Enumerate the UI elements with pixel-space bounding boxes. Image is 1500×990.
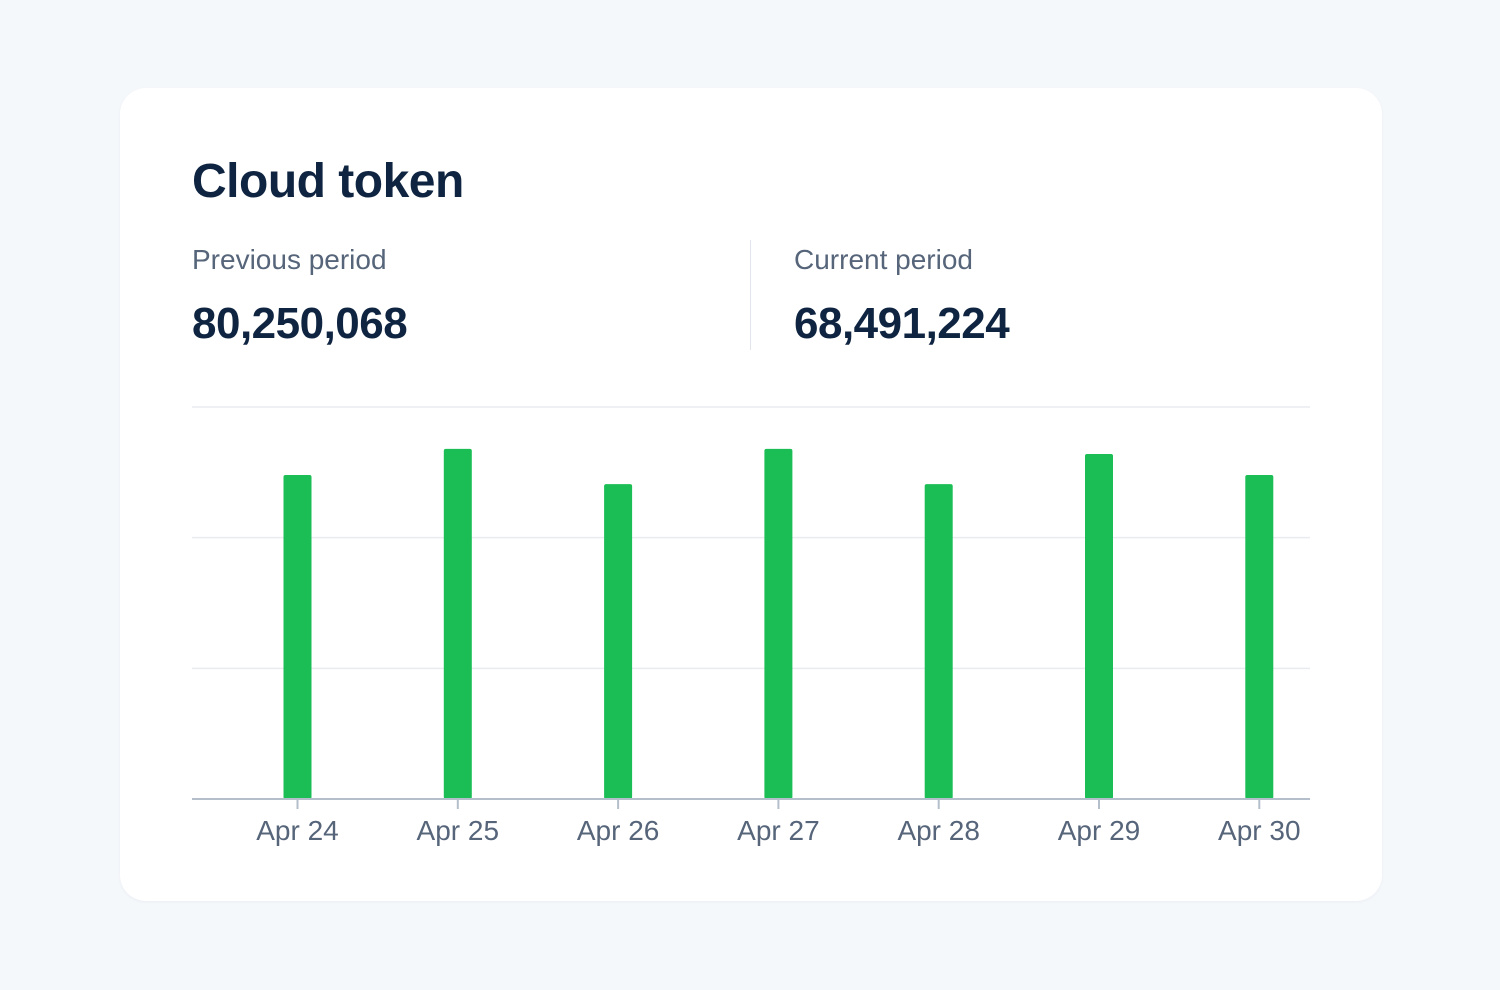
token-bar-chart: Apr 24 Apr 25 Apr 26 Apr 27 Apr 28 Apr 29 Apr …: [192, 406, 1310, 846]
bar-apr-24: [283, 474, 312, 799]
current-period-label: Current period: [794, 244, 973, 275]
x-tick-label: Apr 24: [256, 815, 339, 846]
current-period-value: 68,491,224: [794, 299, 1010, 348]
x-tick-label: Apr 28: [897, 815, 980, 846]
previous-period-value: 80,250,068: [192, 299, 408, 348]
card-title: Cloud token: [192, 155, 464, 208]
x-tick-label: Apr 30: [1218, 815, 1301, 846]
bar-apr-25: [443, 448, 472, 799]
x-tick-label: Apr 29: [1058, 815, 1141, 846]
bar-apr-30: [1245, 474, 1274, 799]
cloud-token-card: Cloud token Previous period 80,250,068 C…: [120, 88, 1382, 901]
bar-apr-27: [764, 448, 793, 799]
bar-apr-29: [1085, 454, 1113, 799]
x-tick-label: Apr 27: [737, 815, 820, 846]
bar-apr-26: [604, 484, 633, 799]
current-period-stat: Current period 68,491,224: [794, 238, 1010, 352]
bar-apr-28: [924, 484, 953, 799]
stat-divider: [750, 240, 751, 350]
previous-period-label: Previous period: [192, 244, 387, 275]
x-tick-label: Apr 26: [577, 815, 660, 846]
previous-period-stat: Previous period 80,250,068: [192, 238, 408, 352]
x-tick-label: Apr 25: [417, 815, 500, 846]
